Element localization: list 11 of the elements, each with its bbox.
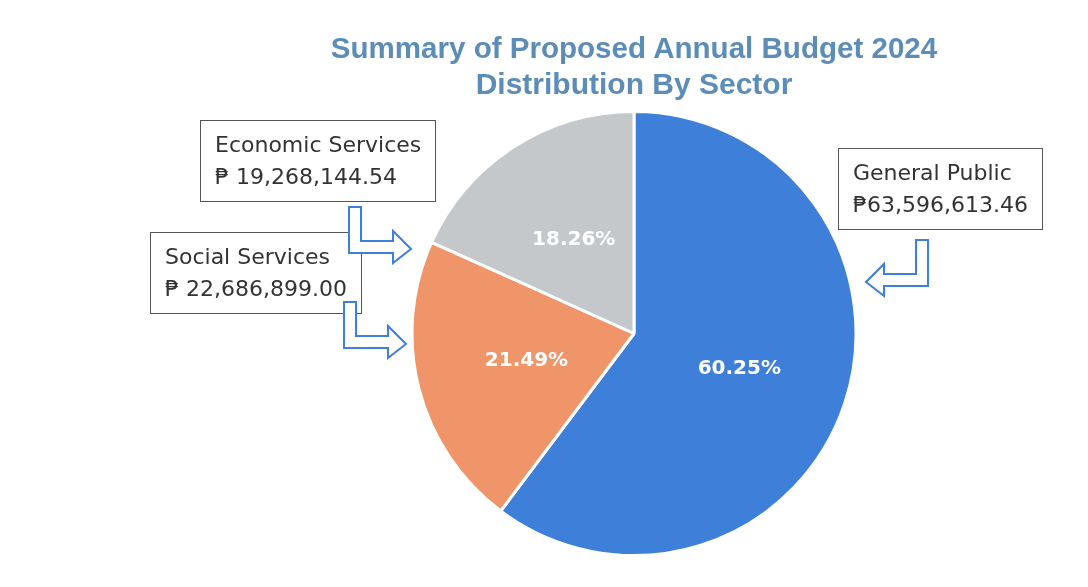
- slice-label: General Public: [853, 159, 1013, 187]
- slice-label: Social Services: [165, 243, 331, 271]
- data-label: 21.49%: [484, 347, 569, 372]
- chart-subtitle: Distribution By Sector: [475, 67, 793, 101]
- slice-label: Economic Services: [215, 131, 422, 159]
- data-label: 60.25%: [697, 354, 781, 379]
- text: ₱63,596,613.46: [853, 191, 1028, 219]
- data-label: 18.26%: [532, 226, 616, 251]
- text: ₱ 22,686,899.00: [165, 275, 347, 303]
- text: ₱ 19,268,144.54: [215, 163, 398, 191]
- chart-title: Summary of Proposed Annual Budget 2024: [330, 31, 938, 65]
